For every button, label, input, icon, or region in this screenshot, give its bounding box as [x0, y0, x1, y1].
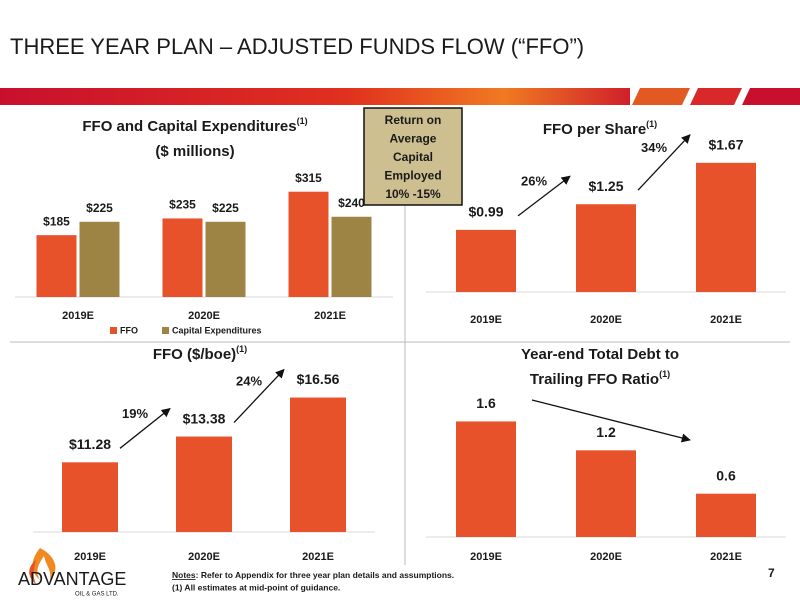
page-number: 7	[768, 566, 775, 580]
charts: FFO and Capital Expenditures(1)($ millio…	[15, 116, 786, 563]
x-tick-label: 2021E	[710, 551, 742, 563]
bar	[576, 204, 636, 292]
value-label: $13.38	[183, 410, 226, 426]
trend-arrow	[531, 399, 691, 443]
legend-label: FFO	[120, 325, 138, 335]
callout-line: Employed	[384, 169, 441, 183]
chart-title: FFO per Share(1)	[543, 119, 657, 138]
callout-line: Average	[390, 132, 437, 146]
notes-label: Notes	[172, 570, 196, 580]
bar	[576, 450, 636, 537]
logo-text: ADVANTAGE	[18, 569, 126, 589]
x-tick-label: 2019E	[74, 551, 106, 563]
header-band	[0, 88, 800, 105]
value-label: 0.6	[716, 467, 736, 483]
chart-title: FFO ($/boe)(1)	[153, 344, 247, 363]
title-note: (1)	[297, 116, 308, 126]
value-label: $16.56	[297, 371, 340, 387]
x-tick-label: 2020E	[590, 551, 622, 563]
bar	[456, 421, 516, 537]
callout-line: Return on	[385, 113, 442, 127]
logo: ADVANTAGE OIL & GAS LTD.	[18, 548, 126, 598]
x-tick-label: 2020E	[188, 551, 220, 563]
chart-title-text: FFO per Share	[543, 121, 646, 138]
value-label: $240	[338, 196, 365, 210]
chart-title: Year-end Total Debt to	[521, 346, 679, 363]
x-tick-label: 2021E	[302, 551, 334, 563]
growth-label: 19%	[122, 406, 148, 421]
growth-label: 24%	[236, 373, 262, 388]
bar	[36, 235, 77, 297]
x-tick-label: 2019E	[470, 314, 502, 326]
value-label: $235	[169, 198, 196, 212]
value-label: $225	[212, 201, 239, 215]
value-label: 1.2	[596, 424, 616, 440]
x-tick-label: 2019E	[62, 310, 94, 322]
chart-title-text: Trailing FFO Ratio	[530, 371, 659, 388]
bar	[331, 216, 372, 297]
callout-line: 10% -15%	[385, 187, 441, 201]
bar	[162, 218, 203, 297]
value-label: $1.25	[588, 178, 623, 194]
bar	[456, 229, 516, 292]
bar	[62, 462, 118, 532]
callout-line: Capital	[393, 150, 433, 164]
logo-sub: OIL & GAS LTD.	[75, 592, 119, 598]
value-label: 1.6	[476, 395, 496, 411]
chart-title-text: FFO ($/boe)	[153, 346, 236, 363]
chart-title: FFO and Capital Expenditures(1)	[82, 116, 307, 135]
bar	[79, 221, 120, 297]
notes-text: : Refer to Appendix for three year plan …	[196, 570, 455, 580]
x-tick-label: 2020E	[188, 310, 220, 322]
growth-arrow	[233, 368, 285, 423]
value-label: $1.67	[708, 137, 743, 153]
notes: Notes: Refer to Appendix for three year …	[172, 570, 454, 580]
value-label: $185	[43, 214, 70, 228]
footnote: (1) All estimates at mid-point of guidan…	[172, 582, 340, 592]
bar	[176, 436, 232, 532]
value-label: $225	[86, 201, 113, 215]
chart-title-text: FFO and Capital Expenditures	[82, 118, 296, 135]
slide-title: THREE YEAR PLAN – ADJUSTED FUNDS FLOW (“…	[10, 34, 584, 59]
bar	[205, 221, 246, 297]
title-note: (1)	[646, 119, 657, 129]
bar	[290, 397, 346, 532]
bar	[288, 191, 329, 297]
bar	[696, 162, 756, 292]
chart-subtitle: ($ millions)	[155, 143, 234, 160]
value-label: $315	[295, 171, 322, 185]
legend-label: Capital Expenditures	[172, 325, 262, 335]
x-tick-label: 2021E	[710, 314, 742, 326]
legend-swatch	[110, 327, 117, 334]
value-label: $11.28	[69, 436, 111, 452]
legend-swatch	[162, 327, 169, 334]
growth-label: 34%	[641, 140, 667, 155]
title-note: (1)	[659, 369, 670, 379]
growth-arrow	[517, 175, 571, 217]
chart-title-text: Year-end Total Debt to	[521, 346, 679, 363]
x-tick-label: 2021E	[314, 310, 346, 322]
growth-arrow	[119, 407, 171, 449]
x-tick-label: 2019E	[470, 551, 502, 563]
x-tick-label: 2020E	[590, 314, 622, 326]
value-label: $0.99	[468, 204, 503, 220]
growth-label: 26%	[521, 173, 547, 188]
growth-arrow	[637, 134, 691, 191]
chart-title: Trailing FFO Ratio(1)	[530, 369, 670, 388]
bar	[696, 493, 756, 537]
title-note: (1)	[236, 344, 247, 354]
callout: Return on Average Capital Employed 10% -15%	[363, 107, 463, 206]
